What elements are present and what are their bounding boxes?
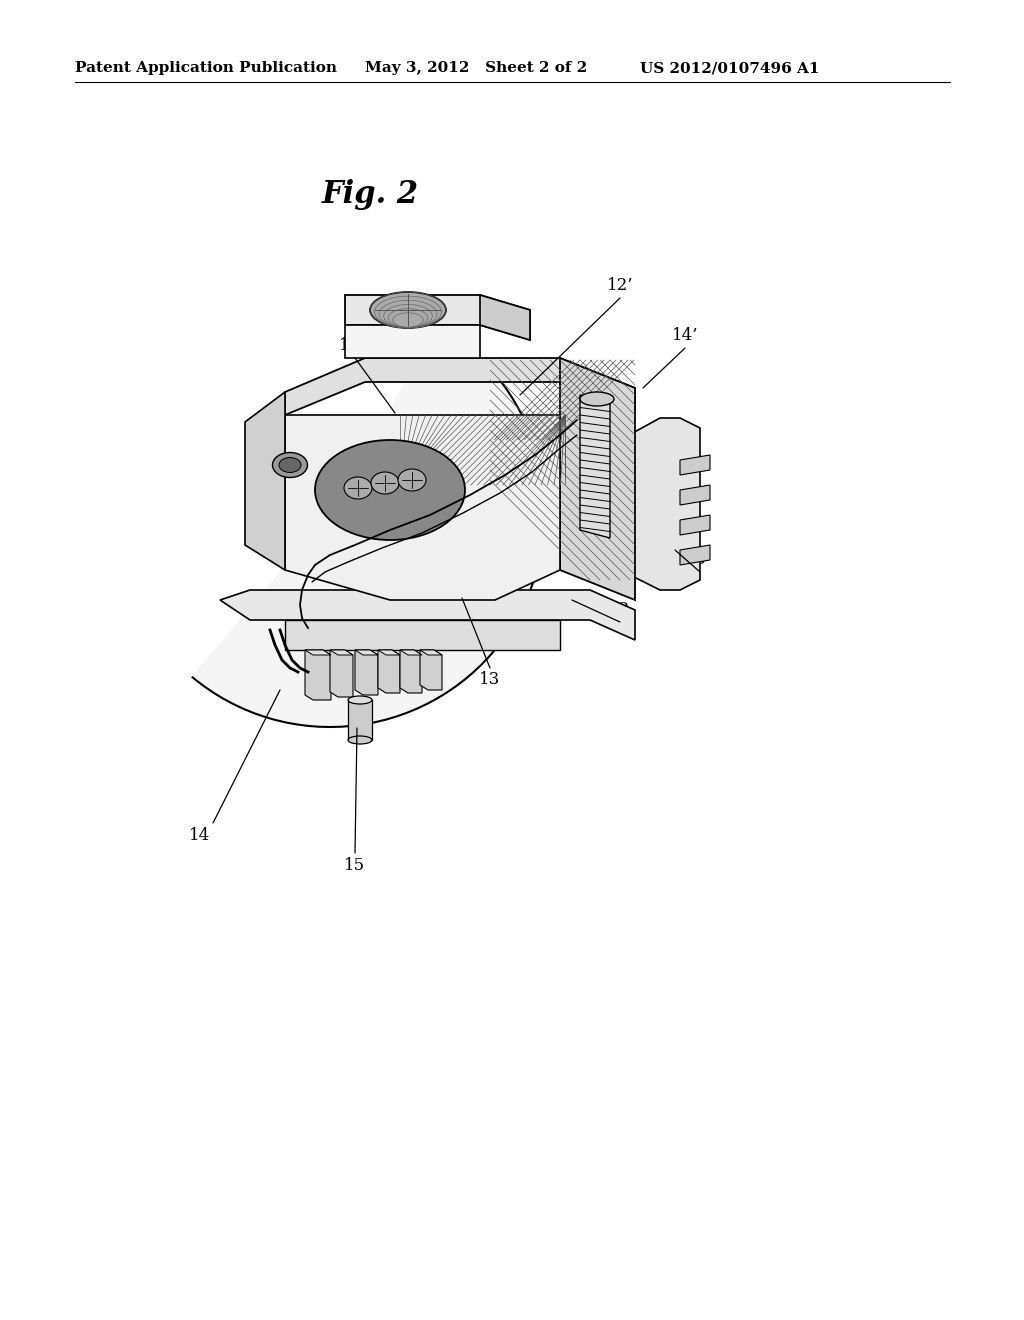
Ellipse shape (398, 469, 426, 491)
Polygon shape (620, 418, 700, 590)
Text: 12’: 12’ (606, 276, 633, 293)
Polygon shape (680, 455, 710, 475)
Text: 14: 14 (189, 826, 211, 843)
Polygon shape (285, 414, 560, 601)
Text: 13: 13 (479, 672, 501, 689)
Ellipse shape (344, 477, 372, 499)
Polygon shape (245, 392, 285, 570)
Text: 15: 15 (344, 857, 366, 874)
Text: 3: 3 (694, 552, 706, 569)
Polygon shape (680, 545, 710, 565)
Text: May 3, 2012   Sheet 2 of 2: May 3, 2012 Sheet 2 of 2 (365, 61, 587, 75)
Polygon shape (305, 649, 331, 700)
Polygon shape (378, 649, 400, 693)
Polygon shape (378, 649, 400, 655)
Polygon shape (285, 620, 560, 649)
Polygon shape (355, 649, 378, 655)
Polygon shape (400, 649, 422, 693)
Polygon shape (480, 294, 530, 341)
Wedge shape (191, 326, 545, 727)
Ellipse shape (272, 453, 307, 478)
Polygon shape (420, 649, 442, 655)
Text: 14’: 14’ (672, 326, 698, 343)
Ellipse shape (348, 737, 372, 744)
Polygon shape (400, 649, 422, 655)
Polygon shape (680, 515, 710, 535)
Ellipse shape (370, 292, 446, 327)
Text: 12: 12 (609, 602, 631, 619)
Text: US 2012/0107496 A1: US 2012/0107496 A1 (640, 61, 819, 75)
Text: Patent Application Publication: Patent Application Publication (75, 61, 337, 75)
Polygon shape (355, 649, 378, 696)
Polygon shape (420, 649, 442, 690)
Polygon shape (580, 395, 610, 539)
Polygon shape (305, 649, 331, 655)
Polygon shape (560, 358, 635, 601)
Ellipse shape (371, 473, 399, 494)
Polygon shape (348, 700, 372, 741)
Polygon shape (330, 649, 353, 655)
Polygon shape (220, 590, 635, 640)
Ellipse shape (580, 392, 614, 407)
Ellipse shape (279, 458, 301, 473)
Polygon shape (345, 325, 480, 358)
Polygon shape (680, 484, 710, 506)
Ellipse shape (348, 696, 372, 704)
Polygon shape (345, 294, 530, 341)
Text: 14’’: 14’’ (339, 337, 371, 354)
Polygon shape (330, 649, 353, 697)
Text: Fig. 2: Fig. 2 (322, 180, 419, 210)
Ellipse shape (315, 440, 465, 540)
Polygon shape (285, 358, 635, 414)
